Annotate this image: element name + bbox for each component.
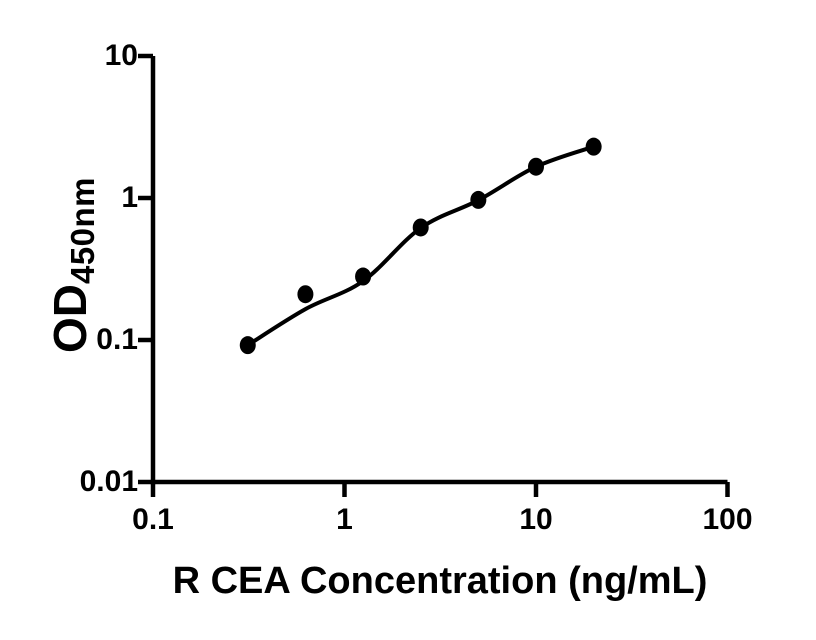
data-point	[585, 137, 602, 156]
data-point	[297, 285, 314, 304]
x-axis-title: R CEA Concentration (ng/mL)	[172, 560, 708, 602]
data-point	[239, 336, 256, 355]
data-point	[412, 218, 429, 237]
y-axis-title-main: OD	[44, 284, 96, 354]
y-axis-title: OD450nm	[44, 177, 101, 354]
y-axis-tick-label: 10	[104, 39, 138, 72]
x-axis-tick-label: 1	[336, 503, 353, 536]
x-axis-tick-label: 0.1	[132, 503, 174, 536]
fit-curve-line	[246, 144, 595, 347]
y-axis-tick-label: 0.1	[96, 323, 138, 356]
data-point	[355, 267, 372, 286]
x-axis-tick-label: 10	[519, 503, 553, 536]
y-axis-tick-label: 0.01	[79, 465, 138, 498]
x-axis-tick-label: 100	[702, 503, 753, 536]
y-axis-tick-label: 1	[121, 181, 138, 214]
data-point	[528, 157, 544, 176]
data-point	[470, 190, 487, 209]
y-axis-title-subscript: 450nm	[64, 176, 101, 285]
